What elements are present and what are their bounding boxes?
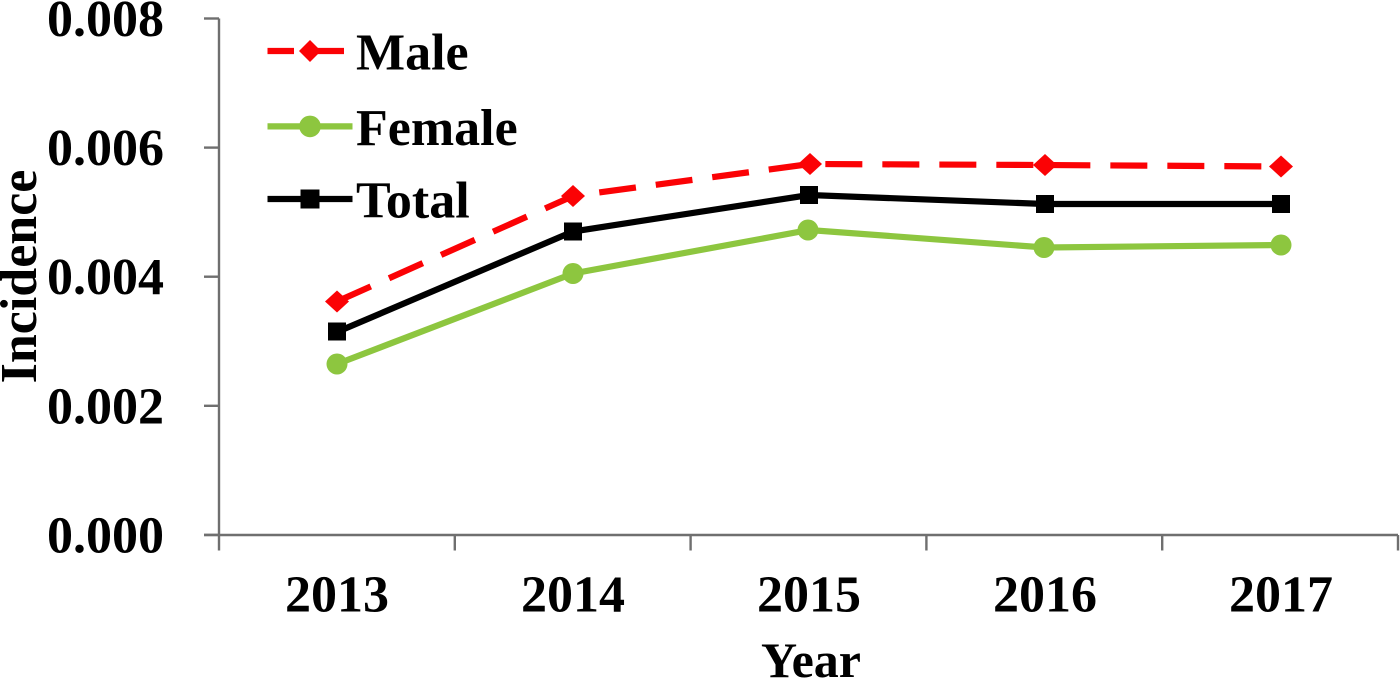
svg-text:Male: Male (356, 25, 469, 82)
svg-text:Female: Female (356, 100, 518, 157)
svg-text:2013: 2013 (285, 566, 389, 623)
svg-text:2016: 2016 (993, 566, 1097, 623)
svg-text:2017: 2017 (1229, 566, 1333, 623)
svg-text:0.004: 0.004 (47, 249, 164, 306)
svg-text:0.000: 0.000 (47, 507, 164, 564)
svg-text:0.006: 0.006 (47, 120, 164, 177)
svg-text:0.002: 0.002 (47, 378, 164, 435)
svg-text:Year: Year (761, 632, 861, 681)
svg-text:0.008: 0.008 (47, 0, 164, 48)
svg-text:Total: Total (356, 173, 470, 230)
svg-text:2014: 2014 (521, 566, 625, 623)
svg-text:2015: 2015 (757, 566, 861, 623)
svg-text:Incidence: Incidence (0, 170, 48, 384)
